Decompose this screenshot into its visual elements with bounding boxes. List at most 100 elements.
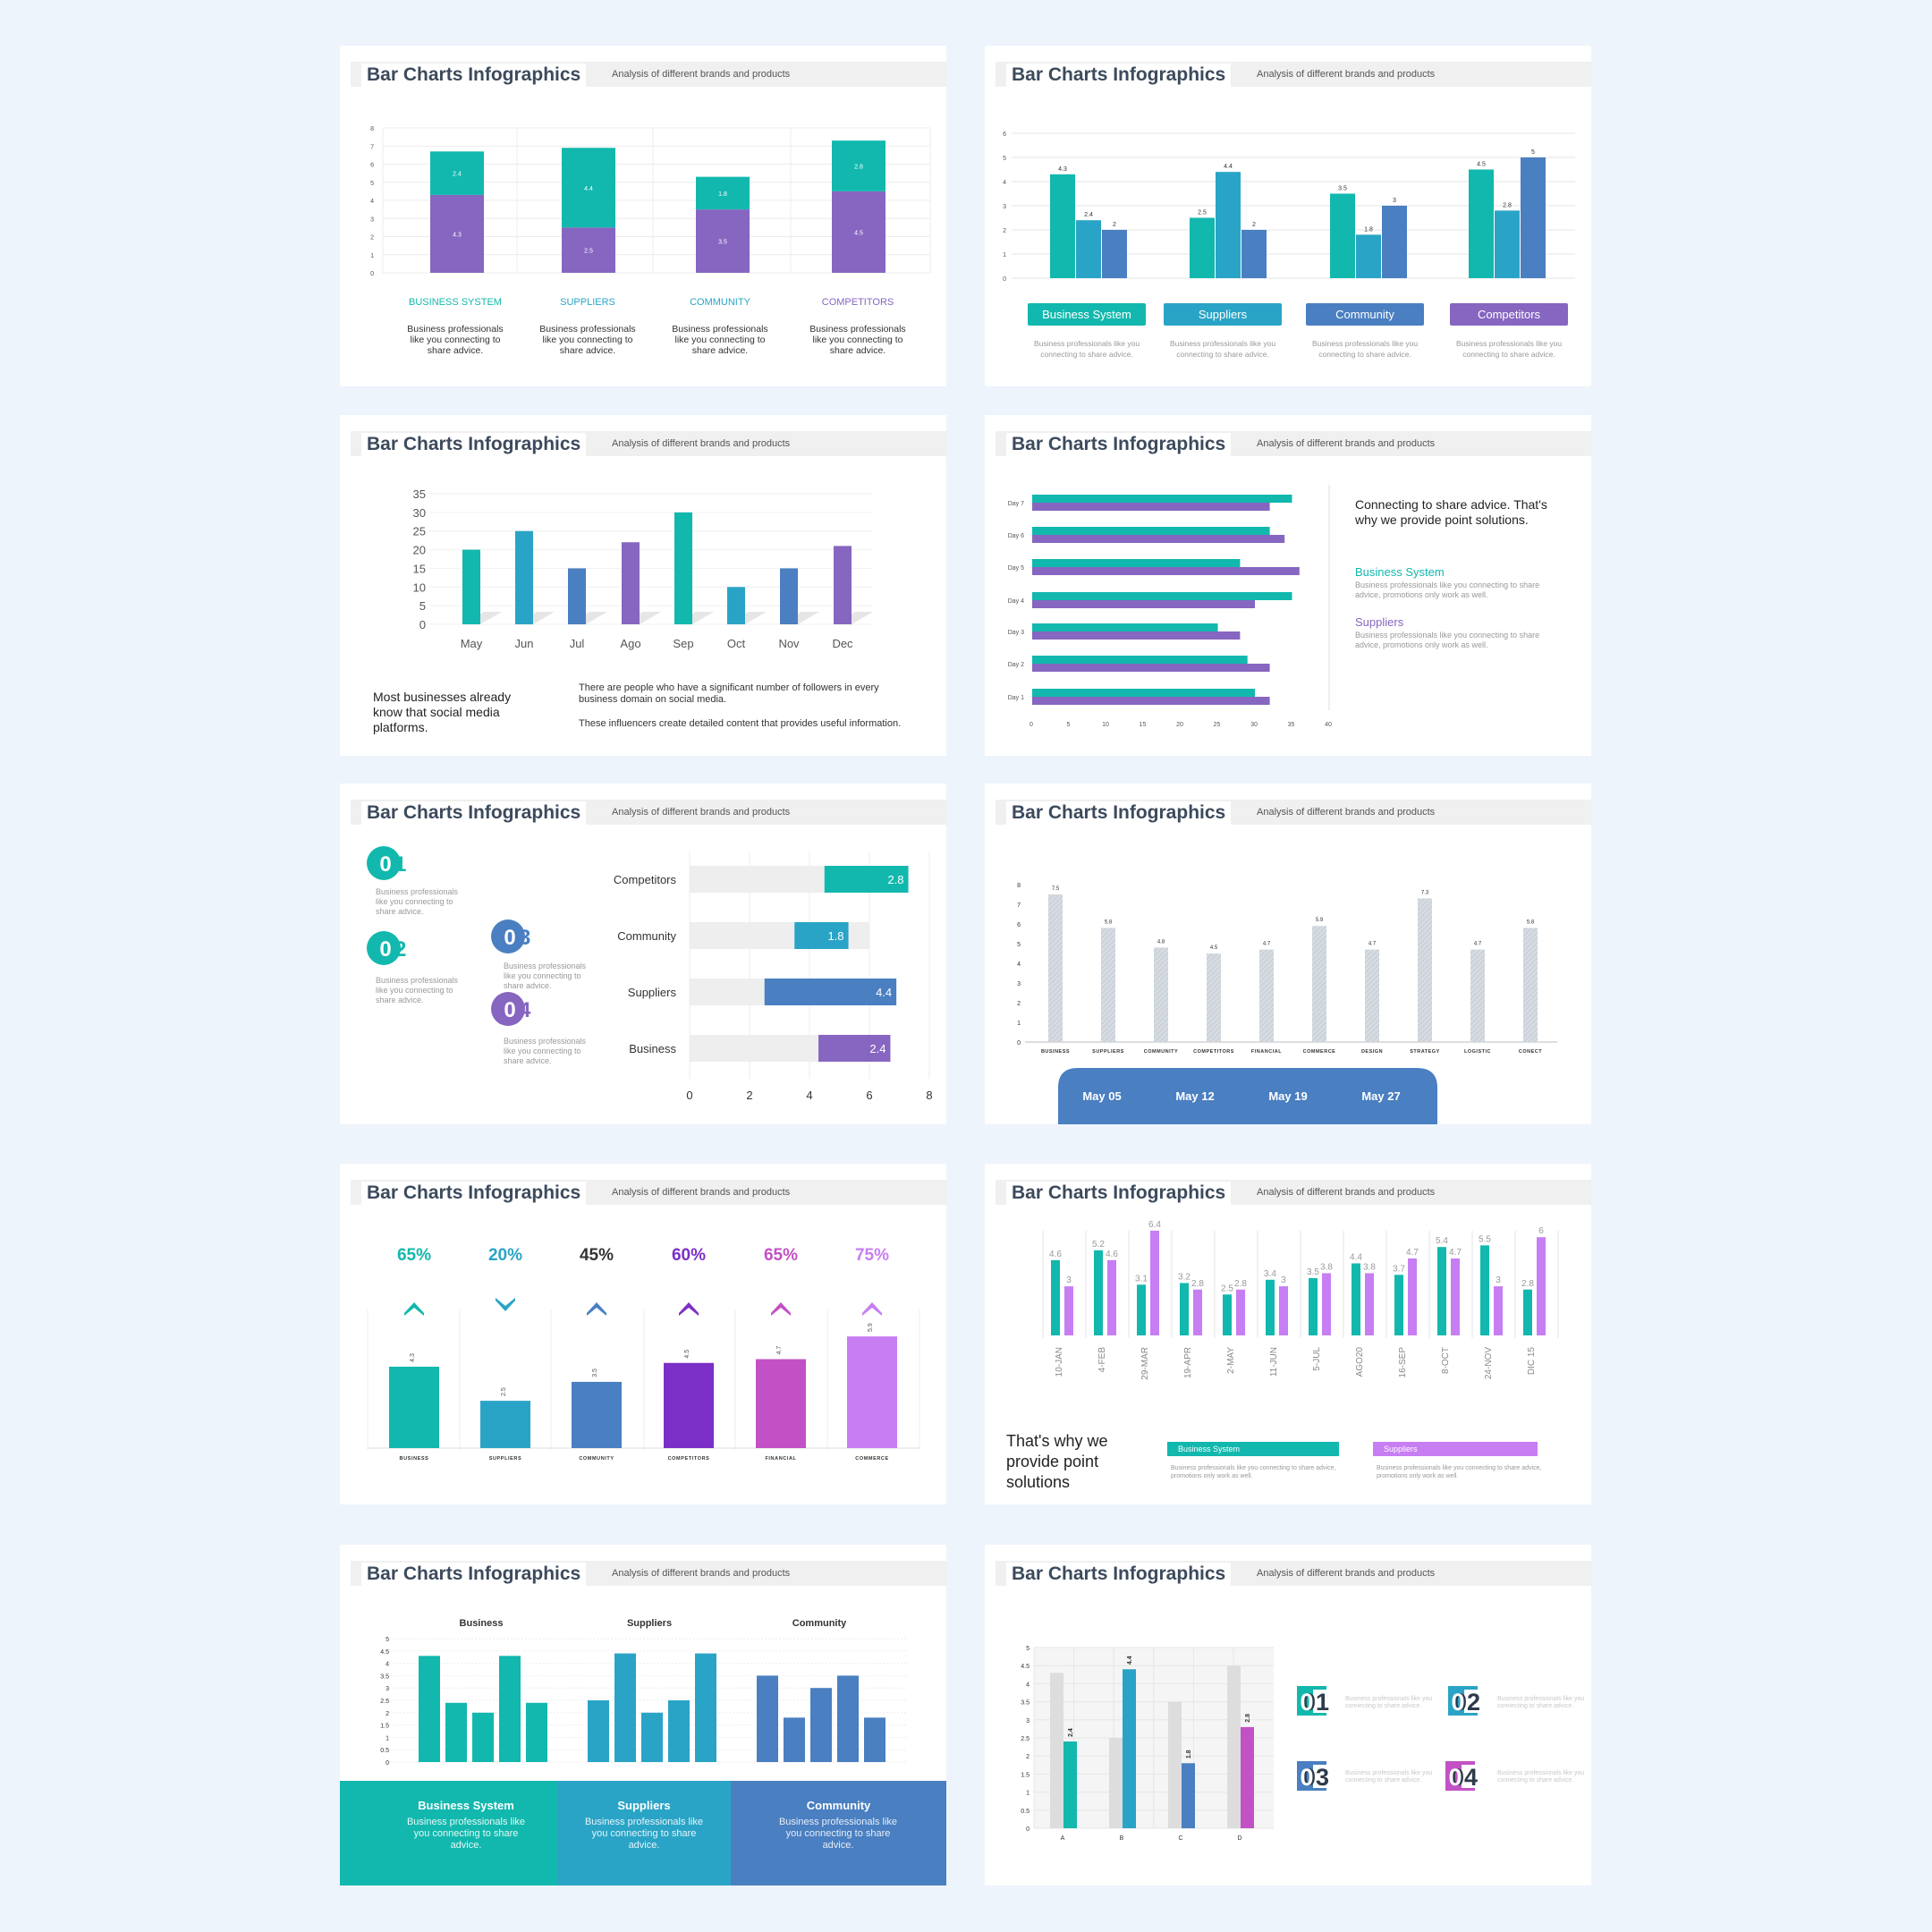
legend-desc-1: Business professionals like you connecti… [1171, 1465, 1336, 1479]
data-label: 3.5 [1307, 1267, 1319, 1277]
slide-9: Bar Charts Infographics Analysis of diffe… [340, 1545, 946, 1885]
x-tick-label: 2 [746, 1089, 752, 1102]
data-label: 3 [1281, 1275, 1286, 1285]
data-label: 2.8 [1191, 1279, 1204, 1289]
desc-line: share advice. [560, 345, 615, 356]
data-label: 4.5 [684, 1350, 691, 1359]
bar [1537, 1237, 1546, 1335]
y-tick-label: 30 [413, 506, 426, 520]
slide-subtitle: Analysis of different brands and product… [612, 1568, 791, 1579]
bar [430, 194, 484, 273]
x-tick-label: May [461, 637, 483, 650]
bar [794, 922, 849, 949]
bar [1051, 1259, 1060, 1335]
item-desc-02: Business professionals like you connecti… [1497, 1696, 1585, 1709]
bar [1102, 230, 1127, 278]
paragraph-1: There are people who have a significant … [579, 682, 879, 705]
number-label: 01 [383, 852, 407, 877]
desc-line: Business professionals [672, 324, 767, 335]
x-tick-label: 11-JUN [1269, 1347, 1279, 1377]
y-tick-label: 25 [413, 525, 426, 538]
category-label: Community [617, 929, 676, 943]
data-label: 7.5 [1052, 886, 1060, 892]
y-tick-label: 0 [386, 1760, 389, 1767]
bar [472, 1712, 494, 1762]
bar [1048, 894, 1063, 1042]
bar [1150, 1230, 1159, 1335]
bar [1259, 949, 1274, 1042]
bar [696, 209, 750, 273]
category-label: Business System [1042, 308, 1131, 321]
number-badge [367, 846, 401, 880]
bar [1032, 697, 1270, 705]
x-tick-label: 35 [1288, 722, 1295, 728]
slide-title: Bar Charts Infographics [1006, 801, 1232, 825]
data-label: 2 [1252, 222, 1256, 228]
y-tick-label: 5 [1017, 942, 1021, 948]
bar [1032, 559, 1241, 567]
slide-header: Bar Charts Infographics Analysis of diffe… [985, 62, 1591, 87]
y-tick-label: 4.5 [380, 1649, 389, 1656]
x-tick-label: 5 [1067, 722, 1071, 728]
slide-1: Bar Charts Infographics Analysis of diffe… [340, 46, 946, 386]
slide-heading: That's why we provide point solutions [1006, 1432, 1108, 1491]
data-label: 7.3 [1421, 890, 1429, 895]
x-tick-label: 19-APR [1183, 1347, 1193, 1378]
timeline-date: May 12 [1175, 1089, 1214, 1103]
bar [1356, 234, 1381, 278]
x-tick-label: Ago [620, 637, 640, 650]
bar [526, 1702, 547, 1762]
slide-header: Bar Charts Infographics Analysis of diffe… [340, 800, 946, 825]
bar [1469, 169, 1494, 278]
panel-desc-3: Business professionals like you connecti… [778, 1817, 898, 1851]
bar [818, 1035, 891, 1062]
legend-suppliers: Suppliers [1355, 615, 1404, 629]
number-label: 03 [1302, 1764, 1329, 1791]
y-tick-label: 1.5 [380, 1724, 389, 1730]
bar [1063, 1741, 1077, 1828]
bar [1216, 172, 1241, 278]
arrow-up-icon [404, 1302, 424, 1316]
x-tick-label: 24-NOV [1484, 1347, 1494, 1379]
x-tick-label: DIC 15 [1527, 1347, 1537, 1376]
category-pill [1028, 303, 1146, 326]
slide-subtitle: Analysis of different brands and product… [1257, 69, 1436, 80]
data-label: 2.8 [1503, 202, 1512, 208]
timeline-date: May 27 [1361, 1089, 1400, 1103]
data-label: 4.7 [1263, 942, 1271, 947]
legend-business-system: Business System [1355, 565, 1445, 579]
slide-subtitle: Analysis of different brands and product… [1257, 438, 1436, 449]
bar [480, 1401, 530, 1448]
number-box-cut [1462, 1765, 1476, 1788]
category-label: SUPPLIERS [560, 297, 615, 308]
slide-10: Bar Charts Infographics Analysis of diffe… [985, 1545, 1591, 1885]
paired-bar-chart: 00.511.522.533.544.552.4A4.4B1.8C2.8D010… [1021, 1646, 1480, 1842]
item-desc-02: Business professionals like you connecti… [376, 976, 459, 1004]
x-tick-label: COMPETITORS [668, 1456, 710, 1462]
y-tick-label: 1.5 [1021, 1772, 1030, 1778]
bar [1279, 1286, 1288, 1335]
slide-header: Bar Charts Infographics Analysis of diffe… [985, 1180, 1591, 1205]
category-label: BUSINESS SYSTEM [409, 297, 502, 308]
paragraph-2: These influencers create detailed conten… [579, 718, 902, 729]
bar [1032, 527, 1270, 535]
data-label: 1.8 [1186, 1750, 1192, 1758]
y-tick-label: 5 [386, 1637, 389, 1643]
bar [1227, 1665, 1241, 1828]
percent-label: 75% [855, 1246, 889, 1265]
bar [695, 1653, 716, 1762]
number-box-cut [1313, 1690, 1327, 1713]
data-label: 2.4 [869, 1042, 886, 1055]
slide-header: Bar Charts Infographics Analysis of diffe… [340, 1180, 946, 1205]
y-tick-label: 4 [1026, 1682, 1030, 1688]
bar [1032, 664, 1270, 672]
percent-label: 65% [397, 1246, 431, 1265]
percent-label: 60% [672, 1246, 706, 1265]
y-tick-label: 1 [1017, 1021, 1021, 1027]
y-tick-label: 4 [1003, 180, 1006, 186]
item-desc-01: Business professionals like you connecti… [376, 887, 459, 916]
x-tick-label: Oct [727, 637, 746, 650]
bar [1451, 1258, 1460, 1335]
slide-header: Bar Charts Infographics Analysis of diffe… [985, 1561, 1591, 1586]
data-label: 4.7 [1406, 1248, 1419, 1258]
